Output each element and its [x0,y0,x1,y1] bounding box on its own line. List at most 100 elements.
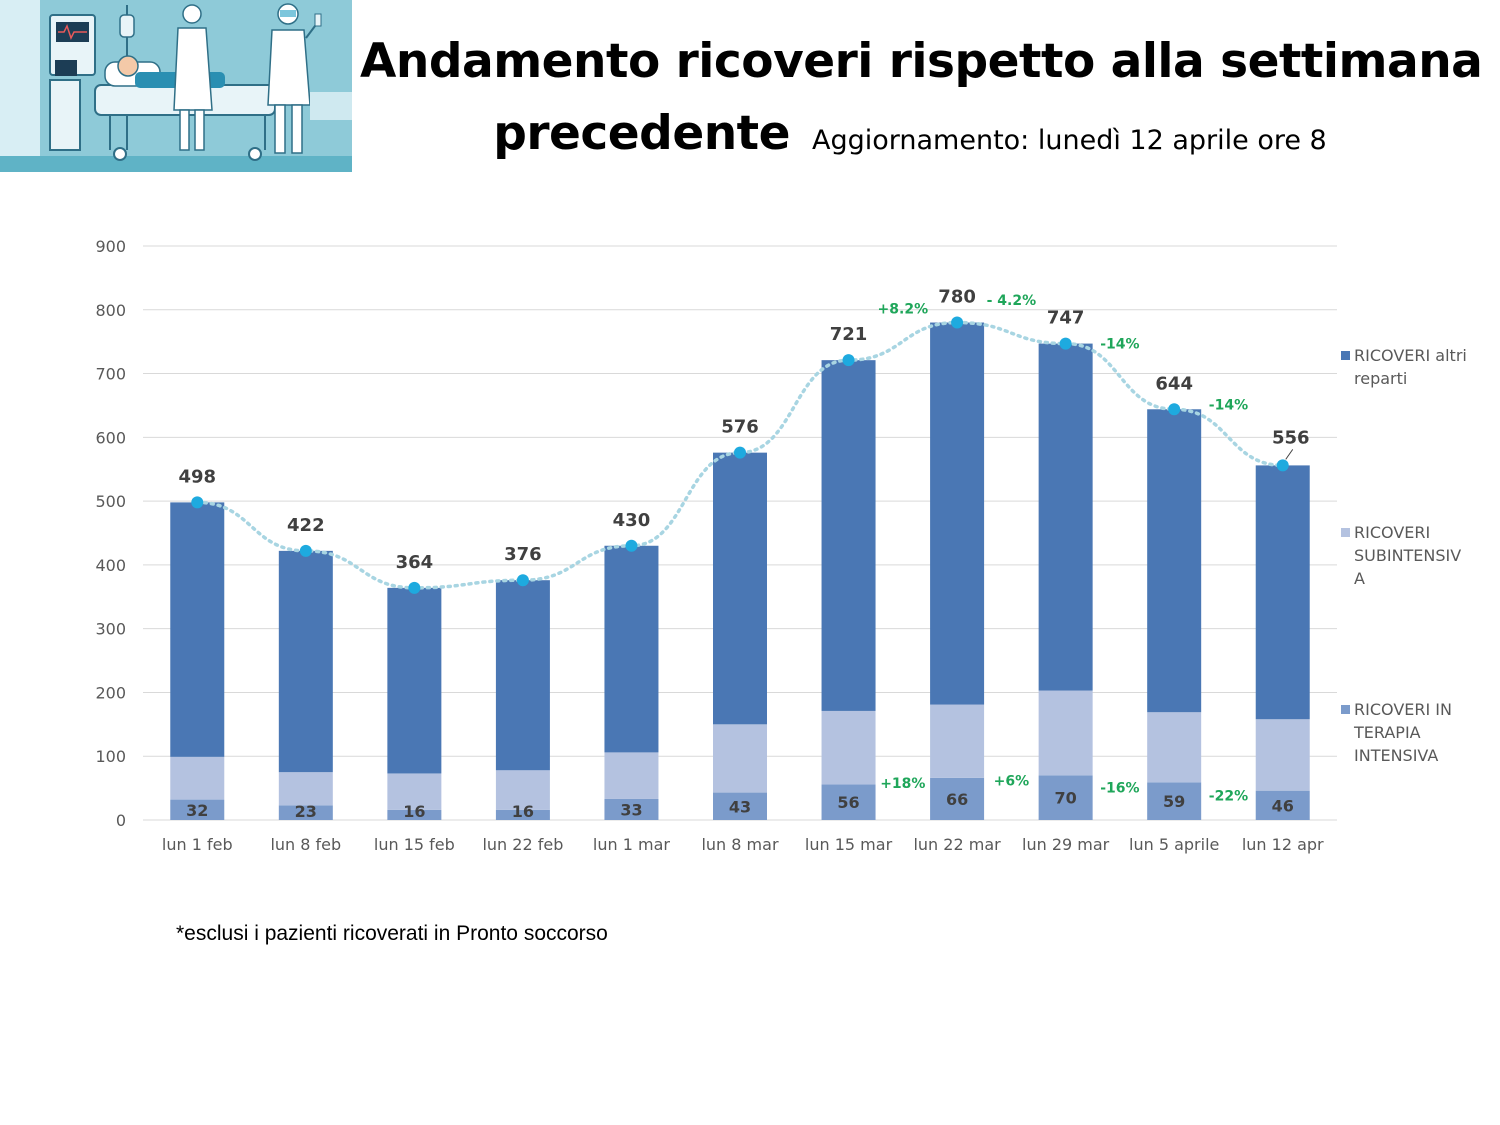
trend-point [408,581,421,594]
y-tick-label: 400 [95,556,126,575]
x-tick-label: lun 5 aprile [1129,835,1219,854]
y-tick-label: 500 [95,492,126,511]
y-tick-label: 100 [95,747,126,766]
update-note: Aggiornamento: lunedì 12 aprile ore 8 [812,125,1327,156]
y-tick-label: 0 [116,811,126,830]
page-title: Andamento ricoveri rispetto alla settima… [360,34,1483,89]
bar-subintensiva [821,710,876,785]
bar-subintensiva [1038,690,1093,776]
trend-point [1059,337,1072,350]
total-change-label: +8.2% [878,301,929,317]
total-label: 556 [1272,427,1310,448]
y-tick-label: 700 [95,365,126,384]
bar-altri-reparti [278,550,333,773]
ti-value-label: 66 [946,790,968,809]
bar-altri-reparti [495,580,550,771]
bar-terapia-intensiva [1255,790,1310,820]
bar-subintensiva [1147,712,1202,783]
ti-value-label: 33 [620,800,642,819]
legend-label: reparti [1354,369,1407,388]
y-tick-label: 300 [95,620,126,639]
bar-terapia-intensiva [278,805,333,820]
x-tick-label: lun 8 feb [270,835,341,854]
total-label: 422 [287,515,325,536]
legend-swatch [1341,528,1350,537]
label-leader-line [1285,449,1294,460]
legend-swatch [1341,351,1350,360]
ti-value-label: 43 [729,797,751,816]
bar-altri-reparti [1255,465,1310,720]
ti-change-label: +6% [994,773,1030,789]
bar-terapia-intensiva [930,777,985,820]
trend-point [191,496,204,509]
hospital-illustration [0,0,352,172]
total-label: 747 [1047,308,1085,329]
y-tick-label: 900 [95,237,126,256]
bar-altri-reparti [387,587,442,774]
ti-change-label: -16% [1100,780,1139,796]
y-tick-label: 200 [95,683,126,702]
ti-value-label: 46 [1272,796,1294,815]
bar-subintensiva [495,770,550,810]
bar-terapia-intensiva [713,792,767,820]
footnote: *esclusi i pazienti ricoverati in Pronto… [176,922,608,945]
bar-altri-reparti [930,322,985,705]
x-tick-label: lun 22 feb [482,835,563,854]
x-tick-label: lun 1 feb [162,835,233,854]
bar-altri-reparti [713,452,767,725]
ti-value-label: 59 [1163,792,1185,811]
bar-terapia-intensiva [1147,782,1202,820]
ti-value-label: 16 [403,802,425,821]
trend-point [1276,459,1289,472]
ti-change-label: -22% [1209,789,1248,805]
total-change-label: -14% [1209,397,1248,413]
total-label: 644 [1155,373,1193,394]
trend-point [734,446,746,459]
x-tick-label: lun 22 mar [913,835,1001,854]
bar-subintensiva [604,752,659,799]
bar-terapia-intensiva [495,809,550,820]
total-label: 498 [178,466,216,487]
trend-point [951,316,964,329]
legend-swatch [1341,705,1350,714]
legend-label: RICOVERI IN [1354,700,1452,719]
bar-subintensiva [170,756,225,800]
legend-label: RICOVERI altri [1354,346,1467,365]
legend-label: SUBINTENSIV [1354,546,1461,565]
y-tick-label: 600 [95,428,126,447]
x-tick-label: lun 12 apr [1242,835,1324,854]
total-label: 376 [504,544,542,565]
ti-value-label: 16 [512,802,534,821]
page-title-continued: precedente Aggiornamento: lunedì 12 april… [360,106,1460,161]
bar-subintensiva [1255,719,1310,791]
ti-value-label: 23 [295,802,317,821]
total-label: 364 [396,552,434,573]
bar-subintensiva [930,704,985,778]
bar-altri-reparti [170,502,225,757]
x-tick-label: lun 15 feb [374,835,455,854]
page-title-line2: precedente [493,106,790,161]
bar-altri-reparti [821,360,876,711]
x-tick-label: lun 1 mar [593,835,670,854]
bar-subintensiva [387,773,442,810]
bar-subintensiva [278,772,333,806]
x-tick-label: lun 8 mar [701,835,778,854]
x-tick-label: lun 15 mar [805,835,893,854]
ti-value-label: 56 [837,793,859,812]
bar-terapia-intensiva [170,799,225,820]
y-tick-label: 800 [95,301,126,320]
trend-point [1168,403,1181,416]
bar-terapia-intensiva [387,809,442,820]
legend-label: INTENSIVA [1354,746,1438,765]
total-change-label: - 4.2% [987,293,1037,309]
bar-terapia-intensiva [1038,775,1093,820]
bar-altri-reparti [1038,343,1093,691]
trend-point [516,574,529,587]
bar-subintensiva [713,724,767,793]
bar-altri-reparti [1147,409,1202,713]
total-label: 576 [721,417,759,438]
legend-label: A [1354,569,1365,588]
total-label: 430 [613,510,651,531]
ti-value-label: 70 [1055,789,1077,808]
